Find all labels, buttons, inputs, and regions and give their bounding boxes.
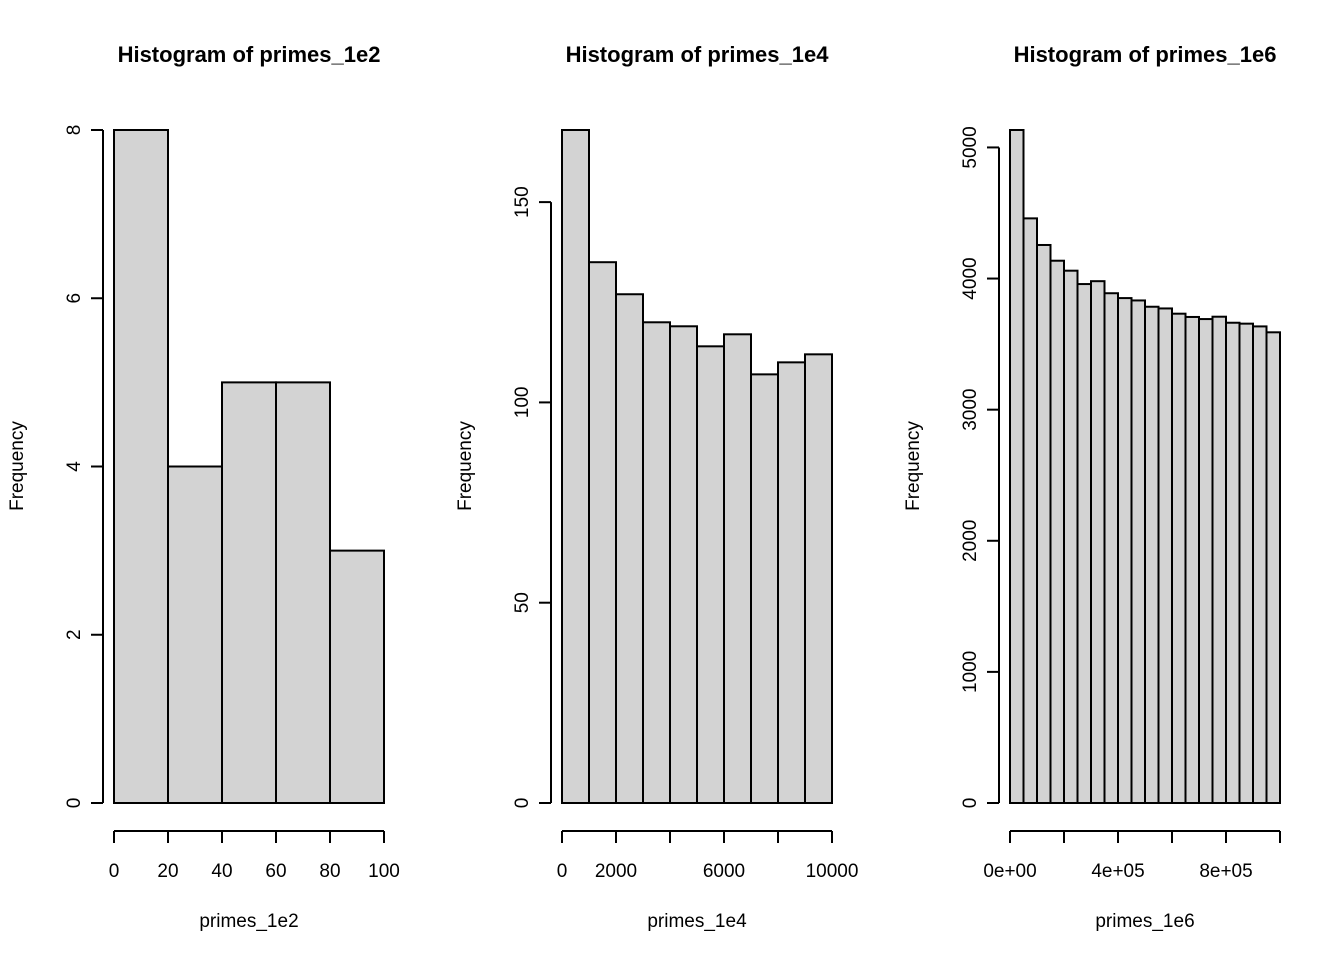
chart-title: Histogram of primes_1e2 (118, 42, 381, 67)
histogram-bar (1252, 325, 1268, 804)
y-axis: 0 2 4 6 8 (64, 125, 104, 809)
x-tick-label: 60 (265, 861, 286, 882)
histogram-bar (1198, 318, 1214, 804)
histogram-bar (750, 373, 779, 804)
histogram-bar (1171, 312, 1187, 804)
x-tick-label: 4e+05 (1091, 861, 1144, 882)
y-tick-label: 4000 (960, 257, 981, 299)
histogram-bar (696, 345, 725, 804)
histogram-panel-2: Histogram of primes_1e4 primes_1e4 Frequ… (455, 42, 858, 932)
x-tick-label: 0 (109, 861, 120, 882)
histogram-bar (723, 333, 752, 804)
histogram-bar (1076, 283, 1092, 804)
histogram-bar (221, 381, 277, 804)
histogram-bar (642, 321, 671, 804)
histogram-bar (1130, 299, 1146, 804)
y-tick-label: 50 (512, 592, 533, 613)
histogram-bar (1225, 321, 1241, 804)
histogram-bar (1144, 305, 1160, 804)
histogram-bar (1009, 129, 1025, 804)
histogram-bar (615, 293, 644, 804)
histogram-panel-1: Histogram of primes_1e2 primes_1e2 Frequ… (7, 42, 400, 932)
histogram-bar (1103, 292, 1119, 804)
x-tick-label: 40 (211, 861, 232, 882)
histogram-bar (1211, 315, 1227, 804)
bars-group (113, 129, 385, 804)
histogram-bar (669, 325, 698, 804)
y-axis-label: Frequency (903, 421, 924, 511)
x-tick-label: 20 (157, 861, 178, 882)
y-tick-label: 1000 (960, 651, 981, 693)
histogram-bar (1238, 322, 1254, 804)
histogram-bar (777, 361, 806, 804)
bars-group (561, 129, 833, 805)
y-tick-label: 4 (64, 461, 85, 472)
y-tick-label: 100 (512, 387, 533, 419)
histogram-bar (113, 129, 169, 804)
y-tick-label: 150 (512, 186, 533, 218)
y-tick-label: 8 (64, 125, 85, 136)
y-tick-label: 6 (64, 293, 85, 304)
chart-title: Histogram of primes_1e6 (1014, 42, 1277, 67)
y-tick-label: 2 (64, 629, 85, 640)
y-tick-label: 0 (512, 798, 533, 809)
x-tick-label: 0e+00 (983, 861, 1036, 882)
histogram-bar (1049, 259, 1065, 805)
histogram-bar (1063, 269, 1079, 805)
histogram-bar (1157, 307, 1173, 804)
x-tick-label: 80 (319, 861, 340, 882)
x-tick-label: 6000 (703, 861, 745, 882)
histogram-bar (1022, 217, 1038, 805)
histogram-bar (329, 549, 385, 804)
x-axis: 0e+00 4e+05 8e+05 (983, 830, 1281, 882)
y-axis-label: Frequency (455, 421, 476, 511)
histogram-panel-3: Histogram of primes_1e6 primes_1e6 Frequ… (903, 42, 1281, 932)
y-tick-label: 5000 (960, 126, 981, 168)
histogram-bar (1090, 280, 1106, 804)
x-axis-label: primes_1e2 (199, 911, 298, 932)
x-axis-label: primes_1e4 (647, 911, 747, 932)
histogram-bar (275, 381, 331, 804)
x-tick-label: 8e+05 (1199, 861, 1252, 882)
y-tick-label: 2000 (960, 520, 981, 562)
x-tick-label: 10000 (806, 861, 859, 882)
y-axis: 0 50 100 150 (512, 186, 552, 809)
y-axis: 0 1000 2000 3000 4000 5000 (960, 126, 1000, 809)
histogram-bar (561, 129, 590, 804)
histogram-bar (1117, 297, 1133, 804)
x-tick-label: 2000 (595, 861, 637, 882)
bars-group (1009, 129, 1281, 805)
y-tick-label: 3000 (960, 389, 981, 431)
y-tick-label: 0 (960, 798, 981, 809)
histogram-bar (588, 261, 617, 805)
x-tick-label: 100 (368, 861, 400, 882)
x-tick-label: 0 (557, 861, 568, 882)
x-axis: 0 20 40 60 80 100 (109, 830, 400, 882)
chart-title: Histogram of primes_1e4 (566, 42, 830, 67)
y-tick-label: 0 (64, 798, 85, 809)
x-axis: 0 2000 6000 10000 (557, 830, 859, 882)
histogram-bar (1184, 315, 1200, 804)
histogram-bar (167, 465, 223, 804)
x-axis-label: primes_1e6 (1095, 911, 1194, 932)
y-axis-label: Frequency (7, 421, 28, 511)
histogram-bar (1265, 331, 1281, 804)
histogram-bar (804, 353, 833, 804)
histogram-bar (1036, 243, 1052, 804)
